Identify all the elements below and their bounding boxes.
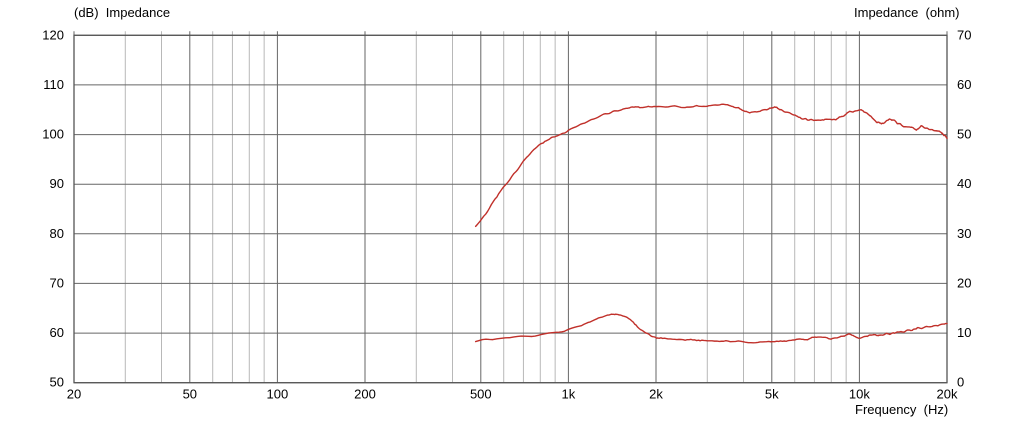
svg-text:5k: 5k bbox=[765, 387, 779, 402]
svg-text:20k: 20k bbox=[937, 387, 958, 402]
svg-text:1k: 1k bbox=[562, 387, 576, 402]
svg-text:50: 50 bbox=[957, 127, 971, 142]
svg-text:80: 80 bbox=[50, 226, 64, 241]
svg-text:20: 20 bbox=[957, 275, 971, 290]
svg-text:100: 100 bbox=[42, 127, 64, 142]
svg-text:60: 60 bbox=[957, 77, 971, 92]
svg-text:60: 60 bbox=[50, 325, 64, 340]
svg-text:30: 30 bbox=[957, 226, 971, 241]
svg-text:500: 500 bbox=[470, 387, 492, 402]
svg-text:2k: 2k bbox=[649, 387, 663, 402]
svg-text:200: 200 bbox=[354, 387, 376, 402]
svg-text:70: 70 bbox=[957, 27, 971, 42]
svg-text:10k: 10k bbox=[849, 387, 870, 402]
svg-text:50: 50 bbox=[183, 387, 197, 402]
svg-text:20: 20 bbox=[67, 387, 81, 402]
svg-text:100: 100 bbox=[267, 387, 289, 402]
svg-text:90: 90 bbox=[50, 176, 64, 191]
svg-text:0: 0 bbox=[957, 375, 964, 390]
svg-text:120: 120 bbox=[42, 27, 64, 42]
svg-text:110: 110 bbox=[43, 77, 64, 92]
svg-text:40: 40 bbox=[957, 176, 971, 191]
svg-text:10: 10 bbox=[957, 325, 971, 340]
svg-text:70: 70 bbox=[50, 275, 64, 290]
svg-text:50: 50 bbox=[50, 375, 64, 390]
